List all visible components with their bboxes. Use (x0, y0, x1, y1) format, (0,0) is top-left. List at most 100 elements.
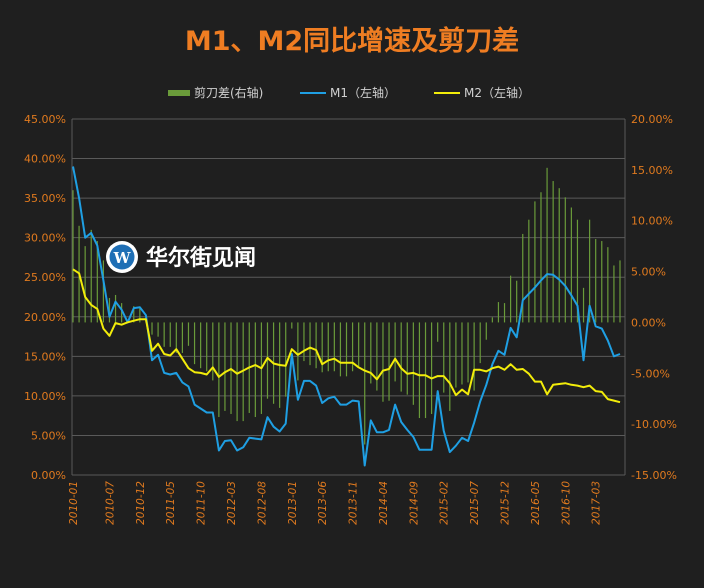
spread-bar (503, 303, 506, 323)
x-tick-label: 2010-12 (135, 481, 147, 525)
right-tick-label: -15.00% (631, 469, 677, 482)
left-tick-label: 40.00% (24, 153, 66, 166)
spread-bar (139, 307, 141, 323)
spread-bar (297, 322, 299, 381)
spread-bar (169, 322, 171, 347)
left-axis: 0.00% 5.00% 10.00% 15.00% 20.00% 25.00% 30.00%… (24, 113, 66, 482)
x-tick-label: 2012-08 (256, 481, 268, 525)
legend-label-spread: 剪刀差(右轴) (194, 85, 263, 100)
x-tick-label: 2013-11 (348, 481, 360, 525)
spread-bar (157, 322, 159, 337)
legend-item-m2: M2（左轴） (434, 85, 530, 100)
spread-bar (473, 322, 475, 391)
x-tick-label: 2011-10 (196, 481, 208, 525)
spread-bar (339, 322, 342, 377)
spread-bar (516, 280, 518, 323)
spread-bar (291, 322, 293, 329)
left-tick-label: 5.00% (31, 429, 66, 442)
spread-bar (163, 322, 165, 347)
spread-bar (285, 322, 287, 397)
spread-bar (406, 322, 408, 395)
spread-bar (254, 322, 256, 418)
left-tick-label: 10.00% (24, 390, 66, 403)
spread-bar (485, 322, 487, 340)
x-tick-label: 2017-03 (591, 481, 603, 525)
spread-bar (400, 322, 402, 392)
series-lines (72, 166, 621, 467)
spread-bar (303, 322, 305, 362)
right-tick-label: -5.00% (631, 367, 670, 380)
spread-bar (96, 241, 98, 323)
left-tick-label: 30.00% (24, 232, 66, 245)
spread-bar (193, 322, 196, 365)
right-axis: -15.00% -10.00% -5.00% 0.00% 5.00% 10.00% 15.0… (631, 113, 677, 482)
watermark-logo-glyph: W (113, 249, 132, 267)
x-tick-label: 2016-10 (560, 481, 572, 525)
spread-bar (394, 322, 396, 382)
left-tick-label: 25.00% (24, 271, 66, 284)
spread-bar (345, 322, 348, 377)
left-tick-label: 35.00% (24, 192, 66, 205)
grid (71, 118, 626, 476)
spread-bar (479, 322, 481, 364)
spread-bar (200, 322, 202, 369)
spread-bar (589, 219, 591, 323)
spread-bar (595, 239, 597, 323)
spread-bar (430, 322, 433, 414)
spread-bar (582, 287, 585, 323)
spread-bar (108, 298, 111, 323)
spread-bar (315, 322, 317, 369)
spread-bar (443, 322, 445, 393)
spread-bar (570, 207, 572, 323)
x-tick-label: 2014-04 (378, 481, 390, 525)
right-tick-label: 10.00% (631, 215, 673, 228)
spread-bar (218, 322, 220, 418)
spread-bar (175, 322, 177, 353)
spread-bar (576, 219, 579, 323)
legend-item-m1: M1（左轴） (300, 85, 396, 100)
right-tick-label: 5.00% (631, 266, 666, 279)
spread-bar (72, 190, 74, 323)
spread-bar (418, 322, 421, 419)
spread-bar (619, 260, 621, 323)
spread-bar (370, 322, 372, 384)
spread-bar (376, 322, 378, 391)
spread-bar (491, 317, 493, 323)
spread-bar (236, 322, 238, 422)
spread-bar (90, 229, 92, 323)
spread-bar (510, 275, 512, 323)
spread-bar (546, 167, 548, 323)
spread-bar (467, 322, 469, 383)
spread-bar (412, 322, 414, 405)
spread-bar (114, 294, 117, 323)
left-tick-label: 0.00% (31, 469, 66, 482)
right-tick-label: 20.00% (631, 113, 673, 126)
x-tick-label: 2015-12 (500, 481, 512, 525)
right-tick-label: -10.00% (631, 418, 677, 431)
x-tick-label: 2013-06 (317, 481, 329, 525)
spread-bar (327, 322, 329, 372)
spread-bar (133, 306, 135, 323)
spread-bar (455, 322, 457, 388)
spread-bar (497, 302, 500, 323)
watermark-text: 华尔街见闻 (146, 245, 256, 271)
x-axis: 2010-01 2010-07 2010-12 2011-05 2011-10 2012-… (68, 481, 603, 525)
m1-line (72, 166, 621, 467)
spread-bar (437, 322, 439, 342)
x-tick-label: 2014-09 (408, 481, 420, 525)
spread-bar (121, 303, 123, 323)
spread-bar (333, 322, 335, 372)
spread-bar (351, 322, 354, 372)
spread-bar (364, 322, 366, 445)
spread-bar (266, 322, 269, 399)
spread-bar (449, 322, 451, 411)
spread-bar (358, 322, 360, 367)
spread-bar (212, 322, 214, 381)
spread-bar (558, 188, 560, 323)
left-tick-label: 20.00% (24, 311, 66, 324)
spread-bar (321, 322, 323, 373)
spread-bar (552, 181, 554, 323)
spread-bar (151, 322, 153, 335)
spread-bar (388, 322, 390, 401)
